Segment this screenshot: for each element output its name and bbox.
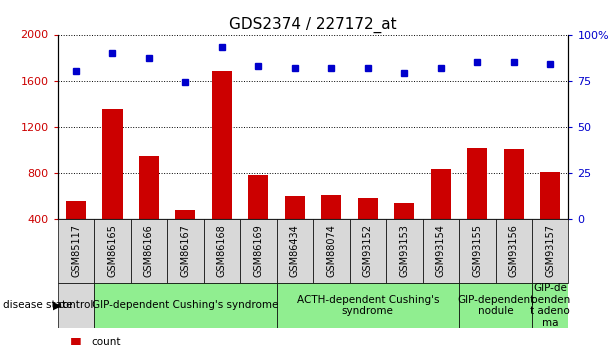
Text: control: control (58, 300, 94, 310)
Bar (423, 219, 459, 283)
Bar (212, 71, 232, 219)
Bar (277, 219, 313, 283)
Text: ▶: ▶ (53, 300, 61, 310)
Text: GSM93153: GSM93153 (399, 224, 409, 277)
Bar (94, 219, 131, 283)
Bar (240, 219, 277, 283)
Text: GSM86167: GSM86167 (181, 224, 190, 277)
Bar (94, 283, 277, 328)
Bar (459, 283, 532, 328)
Text: GSM93157: GSM93157 (545, 224, 555, 277)
Text: GSM93155: GSM93155 (472, 224, 482, 277)
Text: GSM93152: GSM93152 (363, 224, 373, 277)
Text: GSM93156: GSM93156 (509, 224, 519, 277)
Text: GSM85117: GSM85117 (71, 224, 81, 277)
Bar (175, 210, 195, 219)
Text: ■: ■ (70, 335, 81, 345)
Text: GSM86169: GSM86169 (254, 224, 263, 277)
Bar (248, 175, 268, 219)
Bar (358, 198, 378, 219)
Title: GDS2374 / 227172_at: GDS2374 / 227172_at (229, 17, 397, 33)
Text: GSM86165: GSM86165 (108, 224, 117, 277)
Text: disease state: disease state (3, 300, 72, 310)
Bar (167, 219, 204, 283)
Bar (467, 148, 487, 219)
Text: GIP-de
penden
t adeno
ma: GIP-de penden t adeno ma (530, 283, 570, 328)
Text: GSM86434: GSM86434 (290, 224, 300, 277)
Text: GSM88074: GSM88074 (326, 224, 336, 277)
Bar (321, 195, 341, 219)
Bar (58, 283, 94, 328)
Bar (131, 219, 167, 283)
Bar (139, 156, 159, 219)
Bar (350, 219, 386, 283)
Text: GSM86166: GSM86166 (144, 224, 154, 277)
Bar (386, 219, 423, 283)
Text: GIP-dependent Cushing's syndrome: GIP-dependent Cushing's syndrome (92, 300, 278, 310)
Text: count: count (91, 337, 121, 345)
Bar (540, 172, 561, 219)
Bar (496, 219, 532, 283)
Text: GIP-dependent
nodule: GIP-dependent nodule (457, 295, 534, 316)
Bar (204, 219, 240, 283)
Text: ACTH-dependent Cushing's
syndrome: ACTH-dependent Cushing's syndrome (297, 295, 439, 316)
Bar (532, 219, 568, 283)
Bar (285, 196, 305, 219)
Bar (430, 169, 451, 219)
Bar (532, 283, 568, 328)
Bar (459, 219, 496, 283)
Bar (66, 201, 86, 219)
Bar (58, 219, 94, 283)
Bar (394, 203, 414, 219)
Text: GSM93154: GSM93154 (436, 224, 446, 277)
Bar (102, 109, 122, 219)
Bar (313, 219, 350, 283)
Bar (503, 149, 524, 219)
Bar (277, 283, 459, 328)
Text: GSM86168: GSM86168 (217, 224, 227, 277)
